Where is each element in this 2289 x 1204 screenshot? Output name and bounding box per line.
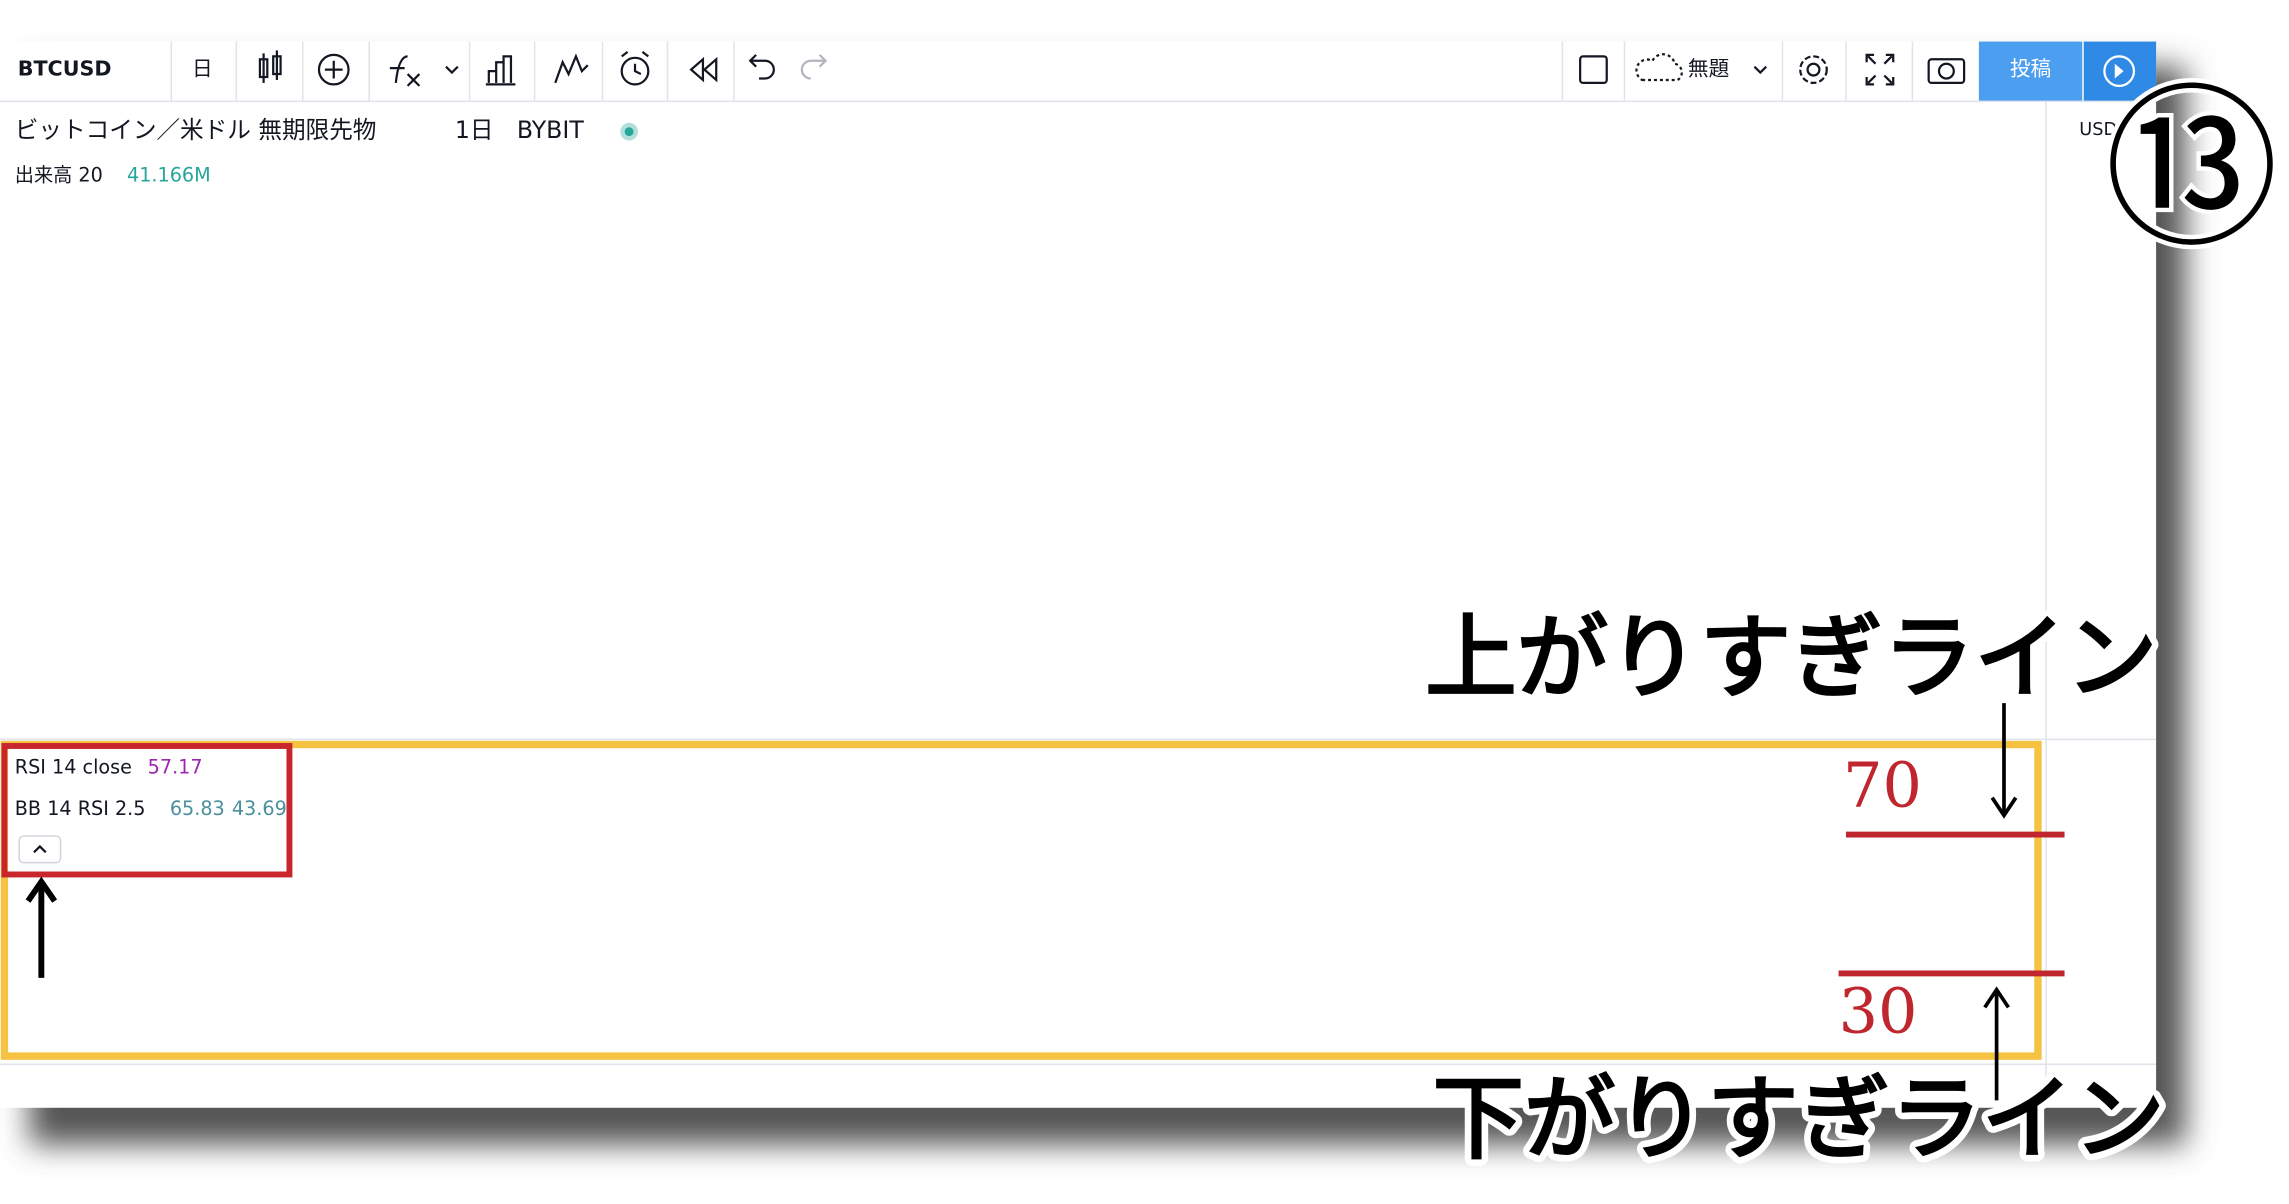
- exchange: BYBIT: [517, 116, 584, 144]
- frame: [0, 41, 2157, 1108]
- toolbar: BTCUSD 日 無題 投稿: [0, 41, 2157, 103]
- toolbar-icons[interactable]: [258, 50, 1966, 87]
- interval: 1日: [455, 116, 494, 144]
- bb-upper-value: 65.83: [170, 797, 225, 820]
- bb-lower-value: 43.69: [232, 797, 287, 820]
- step-badge: ⑬: [2104, 69, 2278, 272]
- rsi-value: 57.17: [148, 756, 203, 779]
- interval-button[interactable]: 日: [192, 57, 213, 81]
- volume-value: 41.166M: [127, 163, 211, 186]
- volume-label: 出来高 20: [15, 163, 103, 186]
- level-high-label: 70: [1843, 748, 1922, 821]
- annotations: 70 30 上がりすぎライン 下がりすぎライン ⑬: [0, 64, 2283, 1179]
- highlight-frame: [0, 740, 2042, 1060]
- play-icon[interactable]: [2103, 55, 2136, 87]
- publish-button[interactable]: [1978, 41, 2083, 101]
- level-low-label: 30: [1839, 974, 1918, 1047]
- collapse-button[interactable]: [18, 835, 62, 864]
- symbol[interactable]: BTCUSD: [18, 57, 112, 81]
- layout-name[interactable]: 無題: [1688, 57, 1729, 81]
- play-icon[interactable]: [2114, 63, 2124, 79]
- currency: USD: [2079, 120, 2117, 140]
- overbought-annotation: 上がりすぎライン: [1425, 605, 2157, 712]
- instrument-title: ビットコイン／米ドル 無期限先物: [15, 116, 377, 144]
- arrows: [25, 703, 2018, 1101]
- toolbar-dividers: [170, 41, 1914, 101]
- oversold-annotation: 下がりすぎライン: [1432, 1065, 2164, 1172]
- legend-highlight: [1, 743, 293, 878]
- bb-label: BB 14 RSI 2.5: [15, 797, 146, 820]
- market-status: [624, 127, 634, 137]
- rsi-label: RSI 14 close: [15, 756, 132, 779]
- publish-label[interactable]: 投稿: [2010, 57, 2051, 81]
- collapse-icon[interactable]: [33, 844, 47, 854]
